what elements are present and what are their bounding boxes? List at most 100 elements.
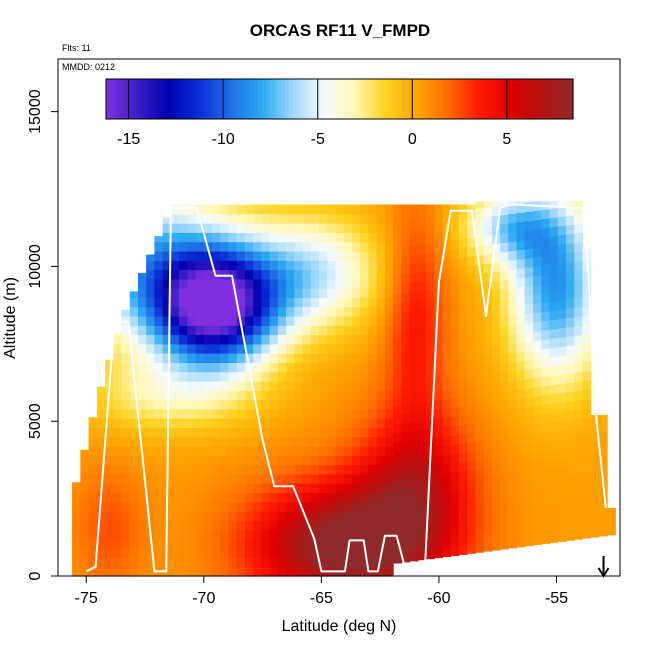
heatmap-cell — [129, 464, 139, 475]
heatmap-cell — [310, 455, 320, 466]
heatmap-cell — [162, 250, 172, 261]
heatmap-cell — [302, 288, 312, 298]
heatmap-cell — [203, 269, 213, 280]
heatmap-cell — [236, 427, 246, 438]
heatmap-cell — [442, 519, 452, 530]
heatmap-cell — [335, 538, 345, 549]
heatmap-cell — [228, 548, 238, 559]
heatmap-cell — [549, 523, 559, 534]
heatmap-cell — [154, 501, 164, 512]
heatmap-cell — [500, 344, 509, 355]
heatmap-cell — [187, 436, 197, 447]
heatmap-cell — [335, 260, 345, 271]
heatmap-cell — [154, 455, 164, 466]
heatmap-cell — [195, 520, 205, 531]
heatmap-cell — [565, 363, 575, 374]
heatmap-cell — [187, 510, 197, 521]
heatmap-cell — [426, 242, 435, 253]
heatmap-cell — [294, 566, 304, 577]
heatmap-cell — [557, 225, 567, 236]
heatmap-cell — [500, 465, 509, 476]
heatmap-cell — [442, 352, 452, 362]
heatmap-cell — [154, 269, 164, 280]
heatmap-cell — [376, 408, 386, 419]
heatmap-cell — [590, 481, 600, 492]
heatmap-cell — [417, 253, 427, 264]
heatmap-cell — [607, 507, 616, 517]
heatmap-cell — [179, 520, 188, 531]
heatmap-cell — [500, 223, 509, 234]
heatmap-cell — [450, 397, 460, 408]
heatmap-cell — [195, 334, 205, 345]
heatmap-cell — [220, 483, 230, 494]
heatmap-cell — [170, 557, 180, 568]
heatmap-cell — [565, 521, 575, 532]
heatmap-cell — [458, 229, 468, 240]
heatmap-cell — [236, 418, 246, 428]
heatmap-cell — [310, 371, 320, 382]
heatmap-cell — [146, 427, 156, 438]
heatmap-cell — [269, 529, 279, 540]
heatmap-cell — [467, 516, 476, 526]
heatmap-cell — [450, 369, 460, 380]
colorbar-swatch — [351, 79, 356, 119]
heatmap-cell — [409, 551, 419, 562]
heatmap-cell — [434, 204, 444, 215]
heatmap-cell — [467, 404, 476, 415]
heatmap-cell — [426, 540, 435, 550]
heatmap-cell — [162, 353, 172, 363]
heatmap-cell — [302, 492, 312, 503]
heatmap-cell — [582, 426, 592, 437]
heatmap-cell — [368, 315, 378, 326]
heatmap-cell — [524, 285, 534, 296]
heatmap-cell — [88, 538, 98, 549]
heatmap-cell — [80, 557, 90, 568]
colorbar-swatch — [316, 79, 321, 119]
heatmap-cell — [343, 399, 353, 410]
heatmap-cell — [277, 501, 287, 512]
heatmap-cell — [343, 343, 353, 354]
heatmap-cell — [557, 411, 567, 422]
heatmap-cell — [500, 455, 509, 466]
heatmap-cell — [541, 329, 551, 340]
heatmap-cell — [351, 334, 361, 345]
heatmap-cell — [483, 448, 493, 459]
heatmap-cell — [277, 566, 287, 577]
heatmap-cell — [113, 557, 123, 568]
heatmap-cell — [154, 297, 164, 308]
heatmap-cell — [483, 411, 493, 422]
heatmap-cell — [384, 241, 394, 252]
heatmap-cell — [393, 414, 402, 425]
heatmap-cell — [442, 454, 452, 465]
heatmap-cell — [458, 359, 468, 370]
heatmap-cell — [458, 433, 468, 444]
heatmap-cell — [541, 236, 551, 247]
heatmap-cell — [557, 262, 567, 273]
heatmap-cell — [393, 460, 402, 471]
heatmap-cell — [113, 529, 123, 540]
heatmap-cell — [376, 557, 386, 568]
heatmap-cell — [549, 235, 559, 246]
heatmap-cell — [203, 353, 213, 363]
heatmap-cell — [500, 511, 509, 522]
heatmap-cell — [244, 371, 254, 382]
heatmap-cell — [261, 315, 271, 326]
heatmap-cell — [360, 223, 369, 233]
heatmap-cell — [450, 536, 460, 547]
heatmap-cell — [565, 345, 575, 356]
colorbar-swatch — [417, 79, 422, 119]
heatmap-cell — [212, 241, 221, 252]
heatmap-cell — [508, 380, 518, 391]
heatmap-cell — [195, 315, 205, 326]
heatmap-cell — [442, 212, 452, 223]
heatmap-cell — [269, 399, 279, 410]
heatmap-cell — [261, 501, 271, 512]
heatmap-cell — [162, 380, 172, 391]
heatmap-cell — [360, 269, 369, 280]
heatmap-cell — [557, 439, 567, 449]
heatmap-cell — [228, 250, 238, 261]
heatmap-cell — [376, 204, 386, 215]
heatmap-cell — [360, 427, 369, 438]
heatmap-cell — [351, 538, 361, 549]
heatmap-cell — [236, 306, 246, 317]
